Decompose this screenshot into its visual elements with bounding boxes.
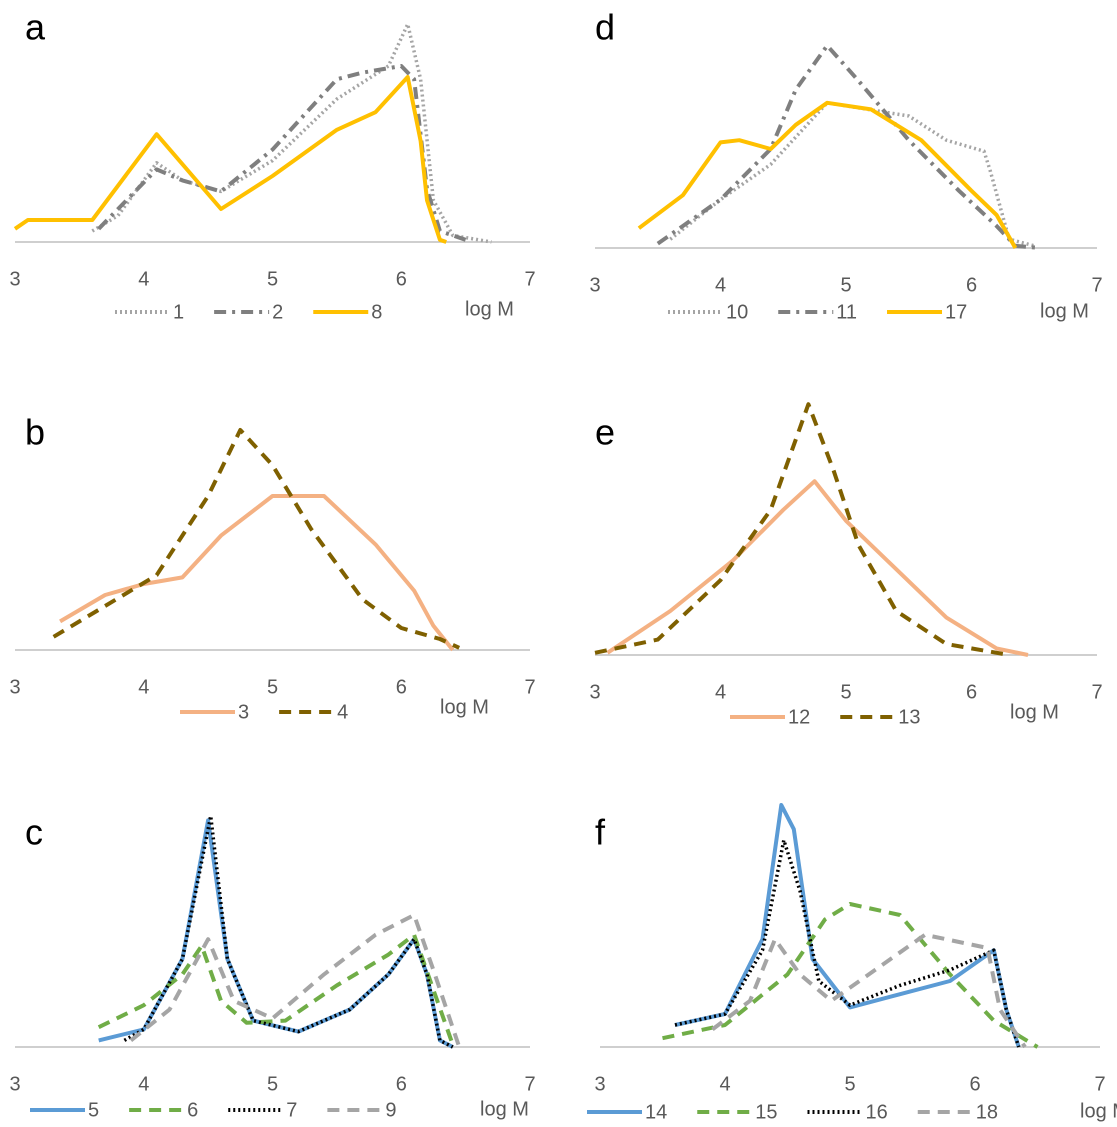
data-line <box>123 814 454 1049</box>
x-axis-label: log M <box>1010 701 1059 723</box>
x-tick-label: 7 <box>524 676 535 698</box>
data-line <box>656 43 1041 250</box>
x-tick-label: 6 <box>966 274 977 296</box>
panel-label: e <box>595 412 615 453</box>
x-tick-label: 7 <box>1091 274 1102 296</box>
panel-label: a <box>25 7 46 48</box>
x-tick-label: 3 <box>594 1073 605 1095</box>
data-line <box>711 932 1027 1049</box>
legend-label: 7 <box>286 1099 297 1121</box>
legend-label: 2 <box>272 301 283 323</box>
x-axis-label: log M <box>465 298 514 320</box>
x-tick-label: 3 <box>9 1073 20 1095</box>
x-axis-label: log M <box>1040 300 1089 322</box>
x-tick-label: 5 <box>844 1073 855 1095</box>
x-tick-label: 3 <box>589 681 600 703</box>
data-line <box>91 22 492 244</box>
x-tick-label: 5 <box>267 676 278 698</box>
legend-label: 15 <box>755 1101 777 1123</box>
data-line <box>594 402 1010 657</box>
x-tick-label: 5 <box>267 1073 278 1095</box>
x-tick-label: 5 <box>840 681 851 703</box>
x-tick-label: 6 <box>396 676 407 698</box>
x-tick-label: 4 <box>715 681 726 703</box>
data-line <box>97 932 455 1046</box>
data-line <box>59 494 455 652</box>
x-tick-label: 7 <box>1094 1073 1105 1095</box>
legend-label: 12 <box>788 706 810 728</box>
x-axis-label: log M <box>440 696 489 718</box>
x-tick-label: 6 <box>396 1073 407 1095</box>
x-tick-label: 4 <box>138 268 149 290</box>
x-tick-label: 4 <box>138 1073 149 1095</box>
data-line <box>662 902 1039 1049</box>
legend-label: 4 <box>337 701 348 723</box>
legend-label: 6 <box>187 1099 198 1121</box>
legend-label: 3 <box>238 701 249 723</box>
x-tick-label: 6 <box>396 268 407 290</box>
x-tick-label: 4 <box>138 676 149 698</box>
panel-label: f <box>595 812 606 853</box>
x-axis-label: log M <box>1080 1100 1117 1122</box>
x-tick-label: 7 <box>1091 681 1102 703</box>
legend-label: 5 <box>88 1099 99 1121</box>
data-line <box>97 64 467 242</box>
legend-label: 11 <box>836 301 857 323</box>
x-tick-label: 6 <box>966 681 977 703</box>
data-line <box>606 479 1029 657</box>
data-line <box>674 838 1021 1048</box>
legend-label: 1 <box>173 301 184 323</box>
x-tick-label: 3 <box>9 268 20 290</box>
x-axis-label: log M <box>480 1098 529 1120</box>
legend-label: 8 <box>371 301 382 323</box>
legend-label: 17 <box>945 301 967 323</box>
x-tick-label: 5 <box>267 268 278 290</box>
data-line <box>669 101 1035 248</box>
data-line <box>52 428 461 650</box>
legend-label: 16 <box>866 1101 888 1123</box>
panel-label: d <box>595 7 615 48</box>
legend-label: 13 <box>898 706 920 728</box>
legend-label: 18 <box>976 1101 998 1123</box>
data-line <box>637 100 1018 249</box>
x-tick-label: 4 <box>715 274 726 296</box>
panel-label: b <box>25 412 45 453</box>
x-tick-label: 6 <box>969 1073 980 1095</box>
data-line <box>674 803 1021 1048</box>
data-line <box>13 75 447 244</box>
data-line <box>129 913 462 1048</box>
legend-label: 10 <box>726 301 748 323</box>
x-tick-label: 5 <box>840 274 851 296</box>
x-tick-label: 3 <box>589 274 600 296</box>
x-tick-label: 4 <box>719 1073 730 1095</box>
panel-label: c <box>25 812 43 853</box>
x-tick-label: 7 <box>524 1073 535 1095</box>
legend-label: 14 <box>645 1101 667 1123</box>
x-tick-label: 3 <box>9 676 20 698</box>
legend-label: 9 <box>385 1099 396 1121</box>
x-tick-label: 7 <box>524 268 535 290</box>
